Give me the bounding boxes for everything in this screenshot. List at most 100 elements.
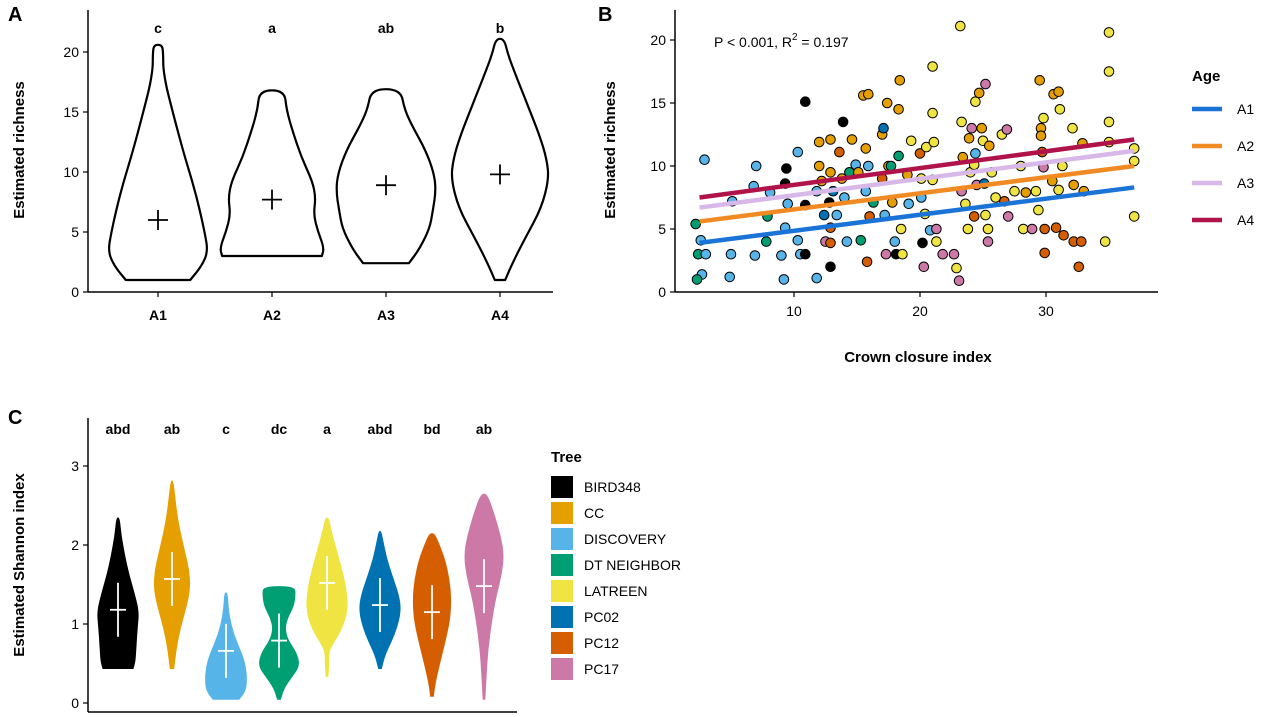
scatter-point <box>792 235 804 246</box>
scatter-point <box>878 122 889 134</box>
regression-line <box>699 163 1135 224</box>
scatter-point <box>750 160 762 172</box>
panel-c-violin-chart: 0 1 2 3 Estimated Shannon index abd ab c dc a abd b… <box>11 418 681 713</box>
scatter-point <box>948 248 960 260</box>
scatter-point <box>831 209 843 221</box>
scatter-point <box>880 248 892 260</box>
scatter-point <box>1128 211 1140 222</box>
regression-line <box>699 148 1135 210</box>
scatter-point <box>897 248 908 260</box>
scatter-point <box>931 236 942 247</box>
scatter-point <box>825 134 836 145</box>
scatter-point <box>1030 185 1042 197</box>
scatter-point <box>761 236 772 247</box>
legend-label: PC17 <box>584 661 619 677</box>
scatter-point <box>861 256 873 268</box>
legend-swatch <box>551 476 573 498</box>
scatter-point <box>976 122 988 134</box>
y-tick-label: 1 <box>71 616 79 632</box>
scatter-point <box>813 160 825 172</box>
scatter-point <box>724 271 736 283</box>
legend-label: PC12 <box>584 635 619 651</box>
scatter-point <box>776 250 787 261</box>
scatter-point <box>1050 222 1062 233</box>
scatter-point <box>1073 261 1085 273</box>
scatter-point <box>1068 179 1079 191</box>
scatter-point <box>778 274 790 285</box>
legend-label: CC <box>584 505 604 521</box>
scatter-point <box>1038 112 1049 124</box>
scatter-point <box>903 198 915 210</box>
scatter-point <box>937 248 949 260</box>
legend-label: A1 <box>1237 101 1254 117</box>
legend-label: A4 <box>1237 212 1254 228</box>
scatter-point <box>1009 185 1020 197</box>
legend-swatch <box>551 580 573 602</box>
scatter-point <box>1067 122 1078 134</box>
scatter-point <box>1039 223 1050 235</box>
panel-a-violin-chart: 0 5 10 15 20 Estimated richness A1 c A2 a A3 ab A4 b <box>11 10 553 323</box>
scatter-point <box>893 104 904 115</box>
y-tick-label: 0 <box>71 284 79 300</box>
violin-shape <box>219 89 325 258</box>
scatter-point <box>982 236 994 247</box>
x-tick-label: A1 <box>149 307 167 323</box>
y-axis-title: Estimated richness <box>602 81 619 219</box>
legend-label: DISCOVERY <box>584 531 667 547</box>
scatter-point <box>700 248 712 260</box>
scatter-point <box>792 146 804 158</box>
scatter-point <box>800 248 811 260</box>
legend-swatch <box>551 606 573 628</box>
scatter-point <box>951 262 962 274</box>
scatter-point <box>813 136 825 148</box>
significance-letter: ab <box>378 20 394 36</box>
scatter-point <box>1035 130 1047 142</box>
scatter-point <box>837 116 849 128</box>
y-tick-label: 2 <box>71 537 79 553</box>
scatter-point <box>927 107 938 119</box>
scatter-point <box>1103 66 1115 77</box>
scatter-point <box>982 223 994 235</box>
panel-label-a: A <box>8 4 22 26</box>
scatter-point <box>855 235 867 246</box>
scatter-point <box>1053 86 1064 97</box>
significance-letter: bd <box>423 421 440 437</box>
x-axis-title: Crown closure index <box>844 349 992 366</box>
violin-shape <box>108 43 208 282</box>
scatter-point <box>918 261 930 273</box>
y-tick-label: 5 <box>71 224 79 240</box>
legend-label: BIRD348 <box>584 479 641 495</box>
scatter-point <box>1026 223 1038 235</box>
scatter-point <box>889 236 901 247</box>
x-tick-label: 30 <box>1038 303 1054 319</box>
scatter-point <box>818 209 830 221</box>
scatter-point <box>782 198 794 210</box>
scatter-point <box>825 261 836 273</box>
scatter-point <box>1103 116 1115 128</box>
violin-shape <box>450 37 550 282</box>
y-tick-label: 0 <box>71 695 79 711</box>
scatter-point <box>781 163 792 174</box>
scatter-point <box>917 237 928 249</box>
violin-shape <box>335 88 437 265</box>
x-tick-label: A3 <box>377 307 395 323</box>
scatter-point <box>984 140 995 152</box>
scatter-point <box>1053 184 1064 196</box>
significance-letter: b <box>496 20 505 36</box>
significance-letter: abd <box>368 421 393 437</box>
x-tick-label: 20 <box>912 303 928 319</box>
scatter-point <box>1058 230 1069 241</box>
regression-line <box>699 137 1135 200</box>
x-tick-label: 10 <box>786 303 802 319</box>
scatter-point <box>970 148 981 159</box>
legend-swatch <box>551 502 573 524</box>
regression-line <box>699 185 1135 246</box>
significance-letter: ab <box>164 421 180 437</box>
scatter-point <box>800 96 811 107</box>
scatter-point <box>691 274 703 285</box>
scatter-point <box>973 87 985 99</box>
scatter-point <box>1039 247 1050 259</box>
y-tick-label: 15 <box>650 95 666 111</box>
scatter-point <box>846 134 858 145</box>
